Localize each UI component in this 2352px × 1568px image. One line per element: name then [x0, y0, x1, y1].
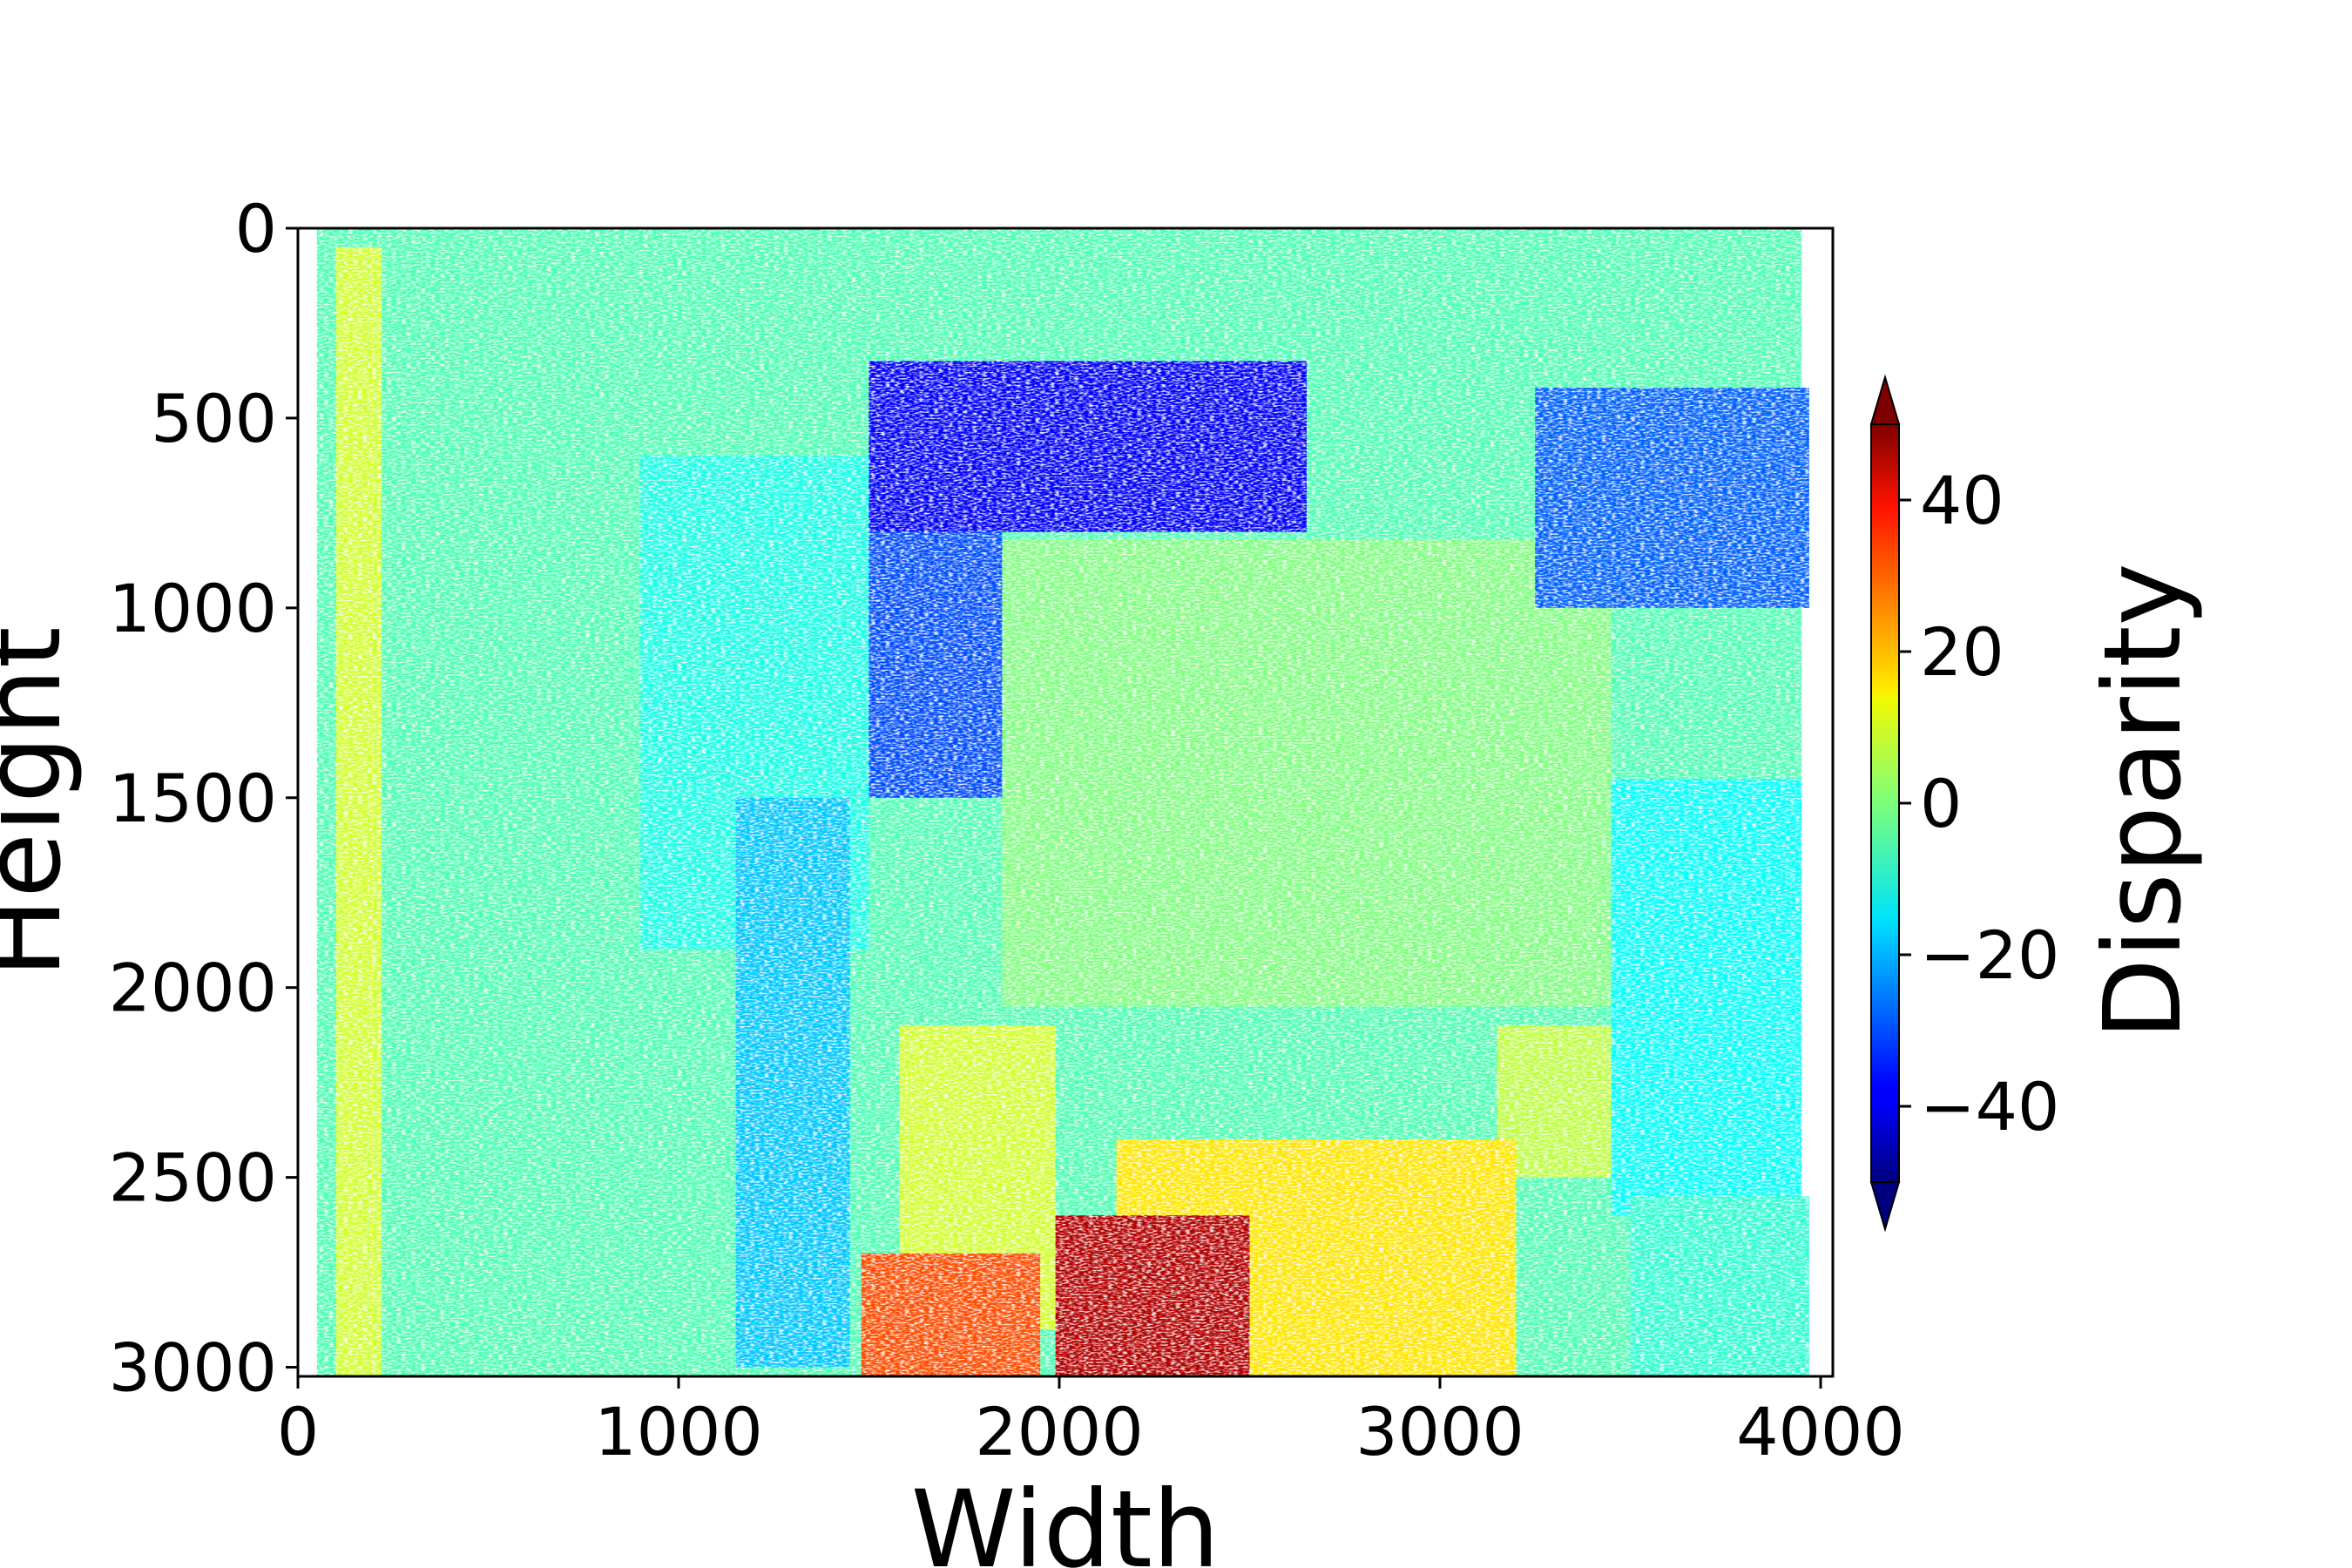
colorbar-tick-label: 40	[1920, 462, 2004, 539]
colorbar-label: Disparity	[2081, 563, 2205, 1040]
y-tick-label: 2000	[109, 950, 277, 1027]
x-tick-label: 4000	[1736, 1393, 1904, 1470]
colorbar-tick-label: −20	[1920, 916, 2059, 994]
y-axis: 0 500 1000 1500 2000 2500 3000	[109, 190, 298, 1407]
colorbar-tick-label: −40	[1920, 1068, 2059, 1146]
x-tick-label: 1000	[594, 1393, 762, 1470]
colorbar-gradient	[1870, 423, 1900, 1183]
y-tick-label: 500	[151, 380, 277, 457]
heatmap-area	[298, 228, 1833, 1376]
colorbar-extend-bottom	[1869, 1181, 1901, 1233]
colorbar-extend-top	[1869, 374, 1901, 425]
plot-frame	[296, 226, 1835, 1378]
colorbar-tick-label: 0	[1920, 765, 1962, 842]
colorbar-tick-label: 20	[1920, 613, 2004, 691]
x-tick-label: 2000	[975, 1393, 1143, 1470]
y-tick-label: 0	[235, 190, 277, 267]
y-axis-label: Height	[0, 626, 84, 977]
colorbar: 40 20 0 −20 −40 Disparity	[1869, 374, 2205, 1233]
y-tick-label: 1500	[109, 760, 277, 837]
x-tick-label: 3000	[1355, 1393, 1524, 1470]
y-tick-label: 1000	[109, 570, 277, 647]
x-axis: 0 1000 2000 3000 4000	[277, 1376, 1905, 1470]
x-axis-label: Width	[911, 1468, 1220, 1568]
x-tick-label: 0	[277, 1393, 319, 1470]
y-tick-label: 2500	[109, 1139, 277, 1217]
y-tick-label: 3000	[109, 1329, 277, 1407]
